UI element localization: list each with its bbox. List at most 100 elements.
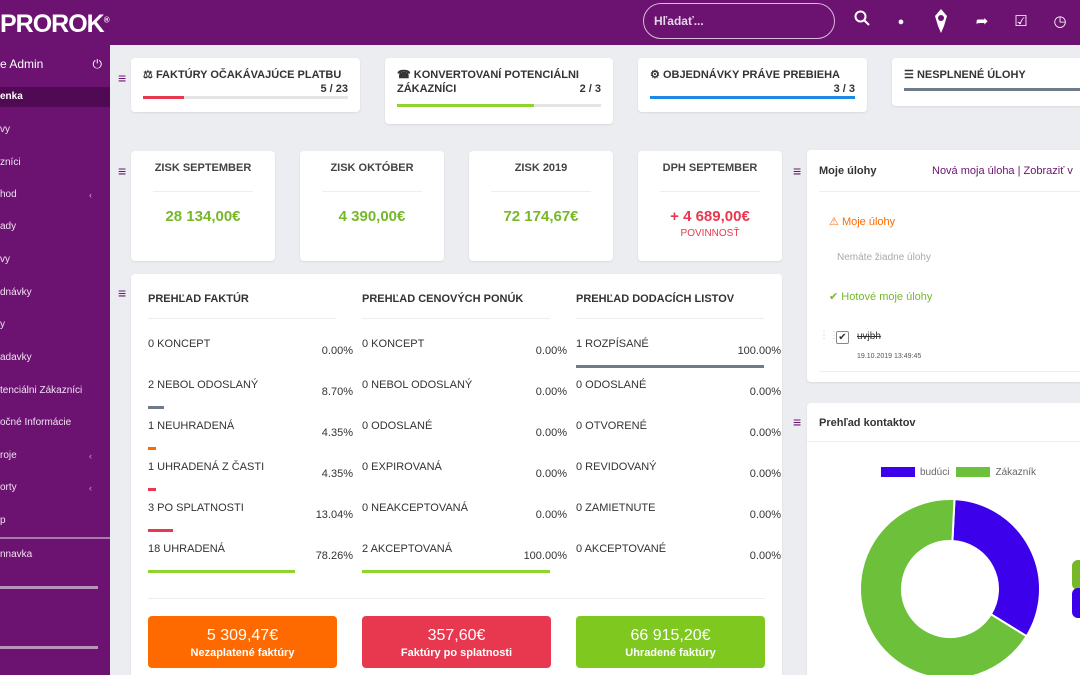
- power-icon[interactable]: ⏻: [92, 57, 103, 71]
- sidebar-item-extra[interactable]: nnavka: [0, 549, 33, 560]
- summary-value: 66 915,20€: [630, 627, 711, 644]
- sidebar-divider: [0, 537, 110, 539]
- checklist-icon[interactable]: ☑: [1014, 13, 1028, 30]
- kpi-card[interactable]: ⚖ FAKTÚRY OČAKÁVAJÚCE PLATBU 5 / 23: [131, 58, 360, 112]
- stat-card: ZISK OKTÓBER 4 390,00€: [300, 151, 444, 261]
- kpi-card[interactable]: ☰ NESPLNENÉ ÚLOHY: [892, 58, 1080, 106]
- menu-toggle-icon[interactable]: ≡: [793, 414, 802, 430]
- menu-toggle-icon[interactable]: ≡: [118, 163, 127, 179]
- chat-icon[interactable]: ●: [897, 16, 905, 28]
- kpi-card[interactable]: ☎ KONVERTOVANÍ POTENCIÁLNI ZÁKAZNÍCI 2 / …: [385, 58, 613, 124]
- overview-row-percent: 0.00%: [749, 386, 781, 398]
- overview-row-label[interactable]: 0 REVIDOVANÝ: [576, 461, 657, 473]
- sidebar-progress-bar: [0, 586, 98, 589]
- donut-slice-Zákazník[interactable]: [859, 498, 1028, 675]
- sidebar-item-label: očné Informácie: [0, 417, 72, 428]
- sidebar-item[interactable]: orty ‹: [0, 478, 110, 498]
- overview-row-percent: 78.26%: [315, 550, 353, 562]
- menu-toggle-icon[interactable]: ≡: [118, 70, 127, 86]
- sidebar-item[interactable]: adavky: [0, 348, 110, 368]
- floating-tab[interactable]: [1072, 560, 1080, 590]
- overview-row-label[interactable]: 0 KONCEPT: [148, 338, 211, 350]
- kpi-card[interactable]: ⚙ OBJEDNÁVKY PRÁVE PREBIEHA 3 / 3: [638, 58, 867, 112]
- overview-row-label[interactable]: 18 UHRADENÁ: [148, 543, 226, 555]
- search-input[interactable]: Hľadať...: [643, 3, 835, 39]
- legend-label[interactable]: budúci: [920, 467, 950, 478]
- overview-row-label[interactable]: 2 NEBOL ODOSLANÝ: [148, 379, 259, 391]
- summary-button[interactable]: 66 915,20€ Uhradené faktúry: [576, 616, 765, 668]
- sidebar-item-label: tenciálni Zákazníci: [0, 385, 83, 396]
- kpi-title: ☰ NESPLNENÉ ÚLOHY: [904, 68, 1026, 82]
- overview-row-label[interactable]: 0 NEBOL ODOSLANÝ: [362, 379, 473, 391]
- summary-button[interactable]: 357,60€ Faktúry po splatnosti: [362, 616, 551, 668]
- sidebar-item-label: vy: [0, 254, 10, 265]
- divider: [148, 318, 336, 319]
- sidebar-user[interactable]: e Admin ⏻: [0, 57, 103, 71]
- task-name[interactable]: uvjbh: [857, 331, 881, 342]
- sidebar-item[interactable]: roje ‹: [0, 446, 110, 466]
- kpi-icon: ☎: [397, 69, 411, 81]
- overview-row-label[interactable]: 0 EXPIROVANÁ: [362, 461, 442, 473]
- kpi-count: 2 / 3: [579, 83, 601, 95]
- overview-row-label[interactable]: 1 NEUHRADENÁ: [148, 420, 235, 432]
- show-tasks-link[interactable]: | Zobraziť v: [1017, 165, 1073, 177]
- drag-handle-icon[interactable]: ⋮⋮: [819, 330, 839, 341]
- overview-row-percent: 0.00%: [749, 427, 781, 439]
- chart-legend: budúci Zákazník: [881, 467, 1036, 478]
- sidebar-item-label: enka: [0, 91, 23, 102]
- sidebar-item[interactable]: dnávky: [0, 283, 110, 303]
- overview-row-label[interactable]: 1 UHRADENÁ Z ČASTI: [148, 461, 265, 473]
- logo[interactable]: PROROK®: [0, 10, 110, 38]
- share-icon[interactable]: ➦: [975, 13, 989, 30]
- overview-row-percent: 0.00%: [535, 345, 567, 357]
- sidebar-item[interactable]: tenciálni Zákazníci: [0, 381, 110, 401]
- top-bar: PROROK® Hľadať... ● ➦ ☑ ◷: [0, 0, 1080, 45]
- overview-row-label[interactable]: 2 AKCEPTOVANÁ: [362, 543, 453, 555]
- kpi-title-text: FAKTÚRY OČAKÁVAJÚCE PLATBU: [155, 69, 342, 81]
- summary-label: Uhradené faktúry: [625, 647, 716, 659]
- sidebar-item[interactable]: vy: [0, 250, 110, 270]
- task-checkbox[interactable]: ✔: [836, 331, 849, 344]
- overview-row-label[interactable]: 0 ODOSLANÉ: [362, 420, 433, 432]
- summary-button[interactable]: 5 309,47€ Nezaplatené faktúry: [148, 616, 337, 668]
- floating-tab[interactable]: [1072, 588, 1080, 618]
- sidebar-item[interactable]: vy: [0, 120, 110, 140]
- overview-row-label[interactable]: 1 ROZPÍSANÉ: [576, 338, 649, 350]
- divider: [819, 191, 1080, 192]
- overview-row-percent: 100.00%: [737, 345, 781, 357]
- sidebar-item[interactable]: enka: [0, 87, 110, 107]
- sidebar-item[interactable]: ady: [0, 217, 110, 237]
- overview-row-label[interactable]: 0 AKCEPTOVANÉ: [576, 543, 667, 555]
- sidebar: e Admin ⏻ enka vy zníci hod ‹ ady vy dnávky y adav…: [0, 45, 110, 675]
- divider: [491, 191, 591, 192]
- tasks-warning: ⚠ Moje úlohy: [829, 216, 896, 228]
- sidebar-item[interactable]: očné Informácie: [0, 413, 110, 433]
- overview-row-label[interactable]: 0 ZAMIETNUTE: [576, 502, 656, 514]
- kpi-progress-track: [143, 96, 348, 99]
- search-icon[interactable]: [848, 8, 876, 36]
- sidebar-item[interactable]: zníci: [0, 153, 110, 173]
- sidebar-item[interactable]: hod ‹: [0, 185, 110, 205]
- overview-row-label[interactable]: 0 NEAKCEPTOVANÁ: [362, 502, 468, 514]
- overview-row-bar: [148, 447, 156, 450]
- overview-row-label[interactable]: 0 OTVORENÉ: [576, 420, 647, 432]
- overview-row-label[interactable]: 3 PO SPLATNOSTI: [148, 502, 244, 514]
- menu-toggle-icon[interactable]: ≡: [793, 163, 802, 179]
- kpi-progress-fill: [143, 96, 184, 99]
- overview-row-label[interactable]: 0 KONCEPT: [362, 338, 425, 350]
- kpi-progress-track: [397, 104, 601, 107]
- stat-value: 4 390,00€: [338, 208, 406, 225]
- sidebar-item[interactable]: y: [0, 315, 110, 335]
- legend-label[interactable]: Zákazník: [995, 467, 1037, 478]
- kpi-progress-track: [904, 88, 1080, 91]
- tasks-done-title: ✔ Hotové moje úlohy: [829, 291, 933, 303]
- contacts-card: Prehľad kontaktov budúci Zákazník: [807, 403, 1080, 675]
- clock-icon[interactable]: ◷: [1053, 13, 1067, 30]
- overview-row-label[interactable]: 0 ODOSLANÉ: [576, 379, 647, 391]
- new-task-link[interactable]: Nová moja úloha: [932, 165, 1015, 177]
- avatar[interactable]: [927, 8, 955, 36]
- donut-slice-budúci[interactable]: [951, 498, 1041, 638]
- sidebar-item[interactable]: p: [0, 511, 110, 531]
- menu-toggle-icon[interactable]: ≡: [118, 285, 127, 301]
- kpi-progress-fill: [904, 88, 1080, 91]
